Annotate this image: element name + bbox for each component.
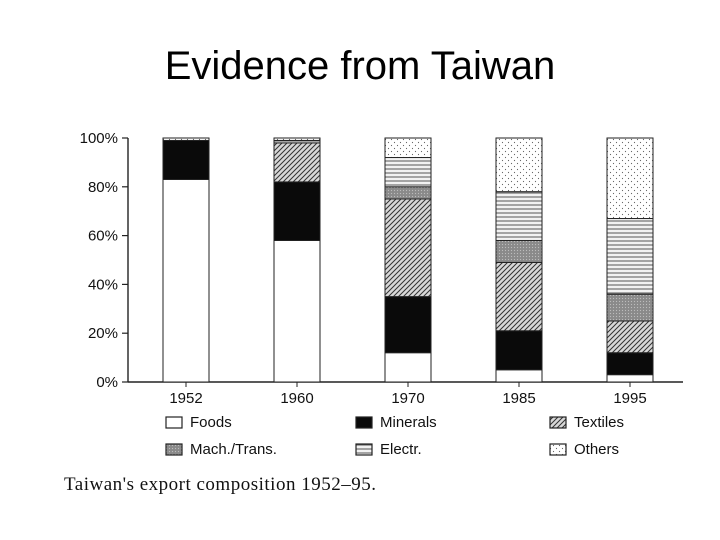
legend-swatch [355,443,373,456]
x-tick-label: 1970 [391,390,424,407]
figure-caption: Taiwan's export composition 1952–95. [64,474,377,495]
y-tick-label: 40% [88,276,118,293]
bar-segment [495,369,543,383]
bar-segment [162,178,210,383]
bar-segment [606,218,654,295]
bar-segment [495,330,543,371]
y-tick-label: 0% [96,374,118,391]
bar-segment [606,137,654,220]
bar-segment [162,139,210,180]
bar-segment [495,239,543,263]
x-tick-label: 1952 [169,390,202,407]
bar-segment [606,352,654,376]
bar-segment [384,198,432,298]
bars [162,137,654,383]
bar-segment [273,137,321,141]
y-tick-label: 100% [80,130,118,147]
legend-label: Mach./Trans. [190,441,277,458]
legend-swatch [549,443,567,456]
bar-segment [162,137,210,141]
bar-segment [384,296,432,354]
bar-segment [384,186,432,200]
y-tick-label: 20% [88,325,118,342]
y-tick-label: 80% [88,179,118,196]
legend-swatch [165,416,183,429]
legend-label: Textiles [574,414,624,431]
legend-label: Foods [190,414,232,431]
x-tick-label: 1960 [280,390,313,407]
bar-segment [606,320,654,354]
slide-title: Evidence from Taiwan [164,44,556,88]
bar-segment [273,239,321,383]
bar-segment [606,293,654,322]
x-tick-label: 1995 [613,390,646,407]
legend-label: Others [574,441,619,458]
legend: Foods Minerals Textiles Mach./Trans. Electr.… [165,414,624,458]
bar-segment [384,157,432,188]
legend-swatch [549,416,567,429]
legend-label: Minerals [380,414,437,431]
bar-segment [273,142,321,183]
bar-segment [495,261,543,332]
bar-segment [384,137,432,159]
bar-segment [495,191,543,241]
legend-swatch [355,416,373,429]
bar-segment [606,374,654,383]
bar-segment [273,181,321,241]
bar-segment [384,352,432,383]
legend-label: Electr. [380,441,422,458]
x-tick-label: 1985 [502,390,535,407]
y-tick-label: 60% [88,228,118,245]
axes: 0% 20% 40% 60% 80% 100% 1952 1960 1970 1985 1995 [80,130,683,407]
legend-swatch [165,443,183,456]
bar-segment [495,137,543,193]
